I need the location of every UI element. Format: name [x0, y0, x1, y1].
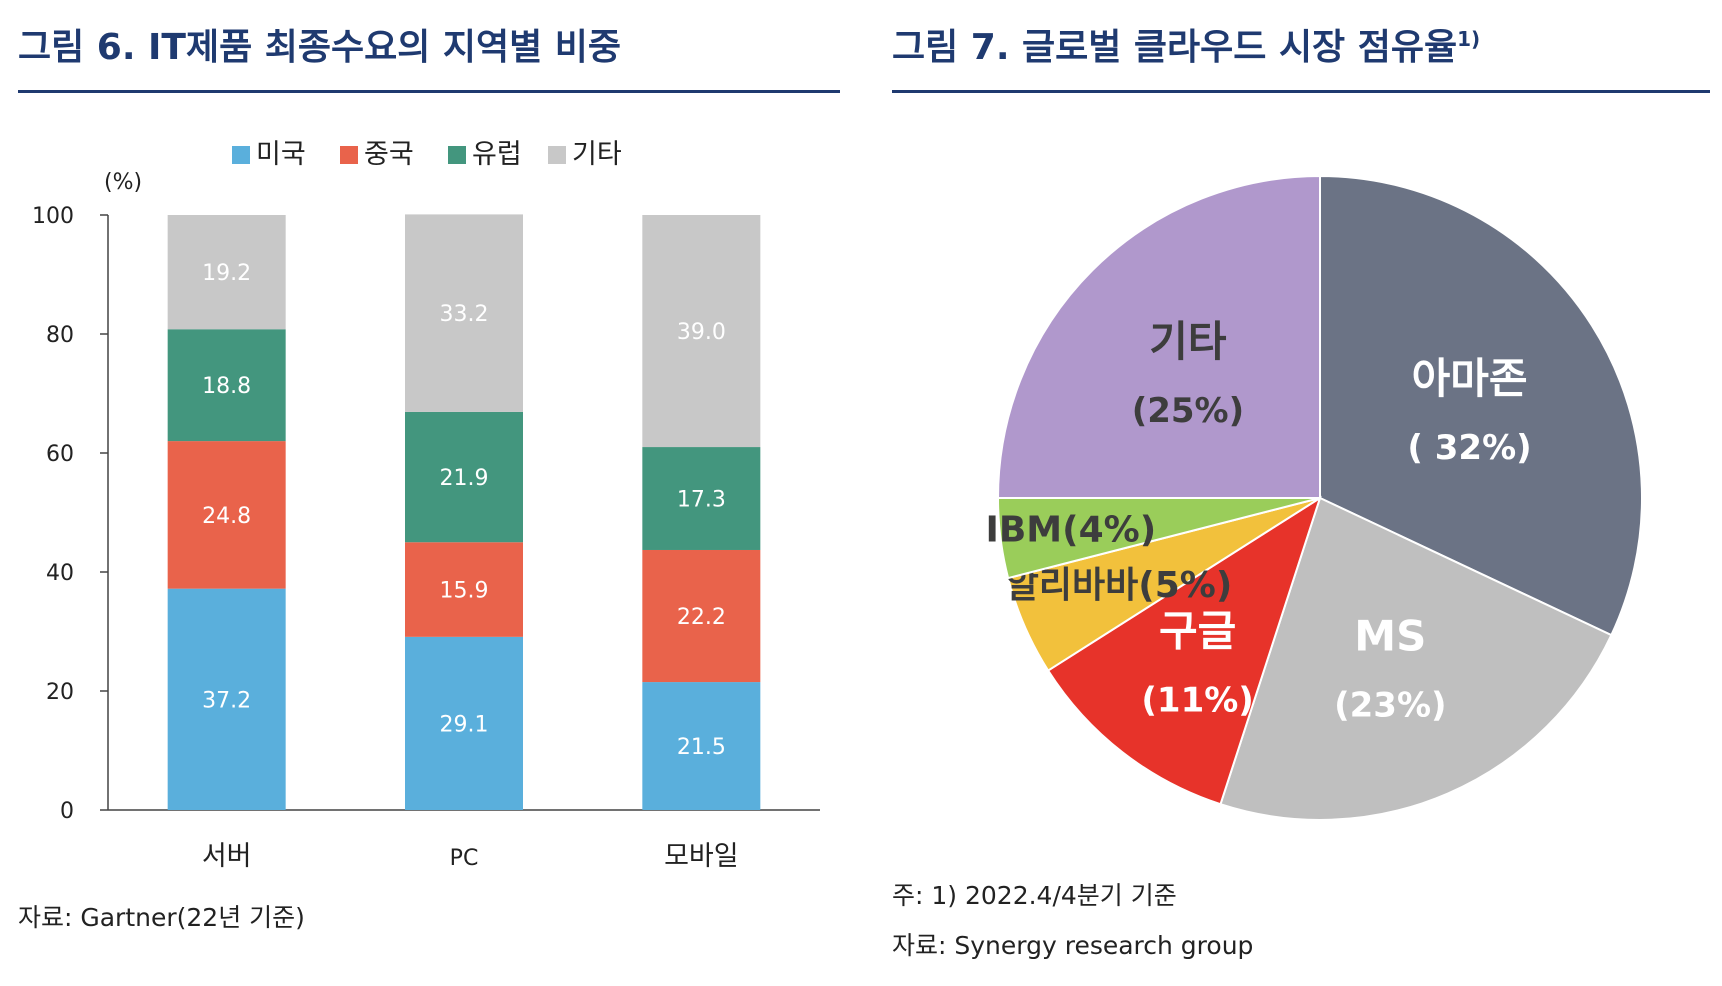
- bar-value-label: 17.3: [677, 488, 726, 513]
- stacked-bar-chart: 미국 중국 유럽 기타 (%) 0 20 40 60 80 100 37.2 24.8 18.8 19.2 서…: [32, 139, 820, 872]
- bar-value-label: 15.9: [440, 579, 489, 604]
- bar-segment-1-4: [167, 215, 286, 330]
- pie-chart-source: 자료: Synergy research group: [892, 931, 1254, 960]
- pie-chart-note: 주: 1) 2022.4/4분기 기준: [892, 881, 1177, 910]
- pie-slice-label: IBM(4%): [985, 509, 1156, 550]
- y-tick-label: 0: [60, 799, 74, 824]
- bar-segment-1-3: [167, 329, 286, 442]
- bar-value-label: 22.2: [677, 605, 726, 630]
- bar-segment-2-3: [405, 411, 523, 543]
- legend-swatch-3: [448, 146, 466, 164]
- y-axis-unit: (%): [104, 170, 142, 195]
- x-category-label: PC: [450, 846, 479, 871]
- legend-label-2: 중국: [364, 139, 414, 170]
- pie-chart-title-footnote-mark: 1): [1457, 27, 1481, 51]
- bar-segment-3-1: [642, 682, 761, 810]
- bar-value-label: 24.8: [202, 504, 251, 529]
- y-tick-label: 100: [32, 204, 74, 229]
- x-category-label: 서버: [202, 841, 252, 872]
- bar-segment-2-1: [405, 636, 523, 810]
- legend-swatch-2: [340, 146, 358, 164]
- pie-chart-title: 그림 7. 글로벌 클라우드 시장 점유율1): [892, 18, 1480, 70]
- pie-slice-label: 알리바바(5%): [1006, 565, 1233, 606]
- pie-chart: 아마존 ( 32%) MS (23%) 구글 (11%) 알리바바(5%) IBM(4%) 기타…: [985, 174, 1643, 821]
- pie-slice-name: 구글: [1159, 607, 1236, 656]
- bar-value-label: 21.5: [677, 735, 726, 760]
- pie-slice-percent: (23%): [1334, 686, 1446, 726]
- y-tick-label: 80: [46, 323, 74, 348]
- bar-value-label: 33.2: [440, 302, 489, 327]
- legend-swatch-4: [548, 146, 566, 164]
- pie-slice-name: 기타: [1149, 317, 1227, 366]
- pie-slice-1: [1319, 174, 1643, 637]
- legend-label-4: 기타: [572, 139, 622, 170]
- bar-segment-1-1: [167, 588, 286, 810]
- bar-segment-1-2: [167, 441, 286, 589]
- bar-value-label: 39.0: [677, 320, 726, 345]
- bar-segment-3-2: [642, 549, 761, 683]
- bar-value-label: 19.2: [202, 261, 251, 286]
- bar-value-label: 29.1: [440, 712, 489, 737]
- pie-slice-name: MS: [1354, 612, 1426, 661]
- pie-slice-2: [1219, 496, 1613, 821]
- y-tick-label: 40: [46, 561, 74, 586]
- bar-chart-title-rule: [18, 90, 840, 93]
- pie-chart-title-rule: [892, 90, 1710, 93]
- legend-label-1: 미국: [256, 139, 306, 170]
- pie-slice-name: 아마존: [1412, 354, 1528, 403]
- y-tick-label: 20: [46, 680, 74, 705]
- bar-chart-source: 자료: Gartner(22년 기준): [18, 903, 305, 932]
- x-category-label: 모바일: [664, 841, 739, 872]
- pie-chart-title-text: 그림 7. 글로벌 클라우드 시장 점유율: [892, 27, 1458, 68]
- pie-slice-6: [996, 174, 1321, 499]
- bar-segment-3-4: [642, 215, 761, 448]
- legend-label-3: 유럽: [472, 139, 522, 170]
- bar-value-label: 37.2: [202, 688, 251, 713]
- pie-slice-3: [1046, 495, 1322, 806]
- bar-segment-3-3: [642, 447, 761, 550]
- legend-swatch-1: [232, 146, 250, 164]
- bar-value-label: 18.8: [202, 374, 251, 399]
- bar-chart-title: 그림 6. IT제품 최종수요의 지역별 비중: [18, 27, 622, 68]
- y-tick-label: 60: [46, 442, 74, 467]
- bar-segment-2-4: [405, 214, 523, 412]
- pie-slice-percent: ( 32%): [1407, 428, 1531, 468]
- bar-segment-2-2: [405, 542, 523, 637]
- pie-slice-percent: (25%): [1132, 391, 1244, 431]
- pie-slice-percent: (11%): [1141, 681, 1253, 721]
- bar-value-label: 21.9: [440, 466, 489, 491]
